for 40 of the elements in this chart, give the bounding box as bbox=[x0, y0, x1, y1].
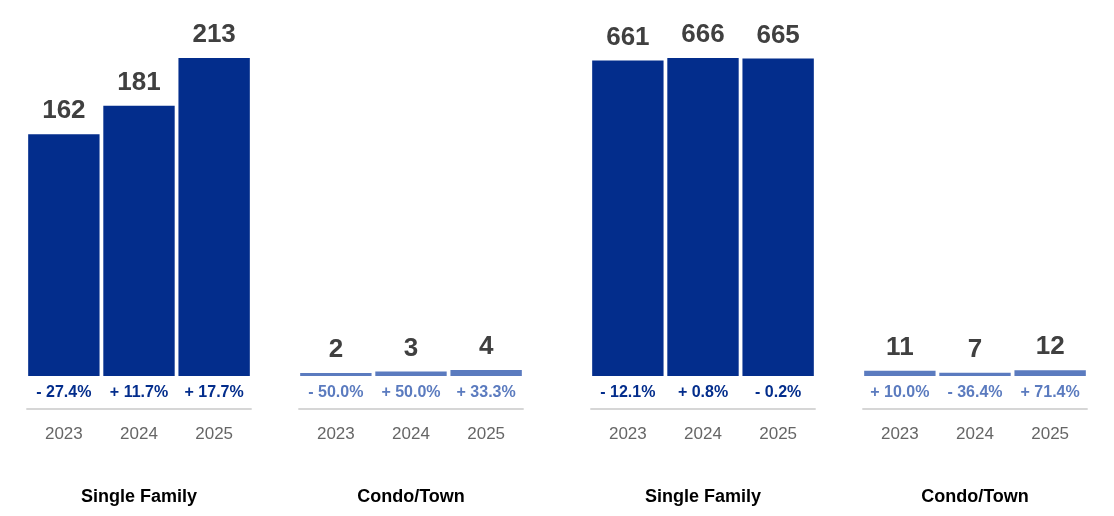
x-tick-label: 2024 bbox=[956, 423, 994, 443]
data-label: 213 bbox=[192, 18, 236, 49]
text: - 12.1% bbox=[600, 383, 656, 401]
x-tick-label: 2024 bbox=[684, 423, 722, 443]
text: + 33.3% bbox=[456, 383, 516, 401]
data-label: 181 bbox=[117, 65, 161, 96]
data-label: 4 bbox=[478, 330, 494, 361]
text: + 71.4% bbox=[1020, 383, 1080, 401]
x-tick-label: 2023 bbox=[316, 423, 355, 443]
x-axis-title: Condo/Town bbox=[357, 486, 465, 507]
data-label: 12 bbox=[1035, 330, 1065, 361]
x-tick-label: 2024 bbox=[120, 423, 158, 443]
text: - 36.4% bbox=[947, 383, 1003, 401]
x-tick-label: 2025 bbox=[1031, 423, 1070, 443]
data-label: 3 bbox=[403, 331, 419, 362]
x-tick-label: 2023 bbox=[880, 423, 919, 443]
text: - 50.0% bbox=[308, 383, 364, 401]
text: - 27.4% bbox=[36, 383, 92, 401]
text: + 10.0% bbox=[870, 383, 930, 401]
x-tick-label: 2025 bbox=[467, 423, 506, 443]
x-tick-label: 2023 bbox=[608, 423, 647, 443]
data-label: 2 bbox=[328, 333, 344, 364]
x-tick-label: 2023 bbox=[44, 423, 83, 443]
data-label: 665 bbox=[756, 18, 800, 49]
x-tick-label: 2025 bbox=[195, 423, 234, 443]
x-tick-label: 2024 bbox=[392, 423, 430, 443]
data-label: 162 bbox=[42, 94, 86, 125]
x-tick-label: 2025 bbox=[759, 423, 798, 443]
x-axis-title: Condo/Town bbox=[921, 486, 1029, 507]
data-label: 666 bbox=[681, 18, 725, 49]
text: + 0.8% bbox=[677, 383, 729, 401]
text: + 50.0% bbox=[381, 383, 441, 401]
data-label: 11 bbox=[886, 330, 914, 361]
x-axis-title: Single Family bbox=[80, 486, 198, 507]
data-label: 661 bbox=[606, 20, 650, 51]
data-label: 7 bbox=[967, 332, 983, 363]
text: - 0.2% bbox=[755, 383, 802, 401]
text: + 17.7% bbox=[184, 383, 244, 401]
x-axis-title: Single Family bbox=[644, 486, 762, 507]
text: + 11.7% bbox=[109, 383, 169, 401]
